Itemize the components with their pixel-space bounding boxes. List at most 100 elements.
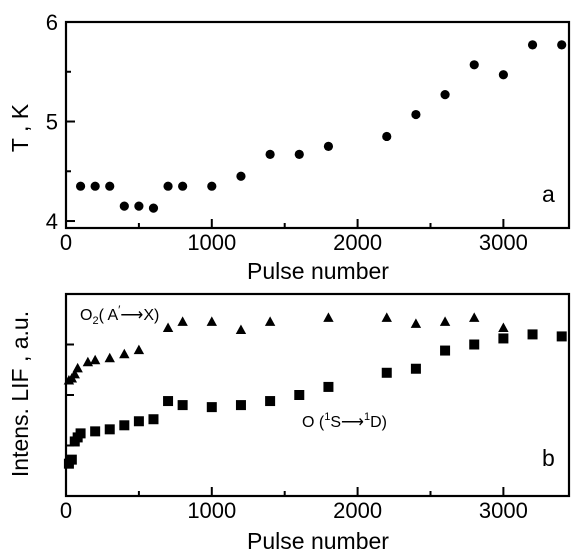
o-arrow: ⟶ (341, 414, 364, 431)
x-tick-label: 0 (60, 498, 72, 523)
data-point-o2 (410, 318, 422, 328)
o-state-d: D) (370, 414, 387, 431)
data-point-o (556, 331, 567, 342)
o2-subscript: 2 (92, 315, 98, 327)
data-point-temperature (265, 149, 275, 159)
o-sup-1: 1 (324, 411, 330, 423)
data-point-o (265, 396, 276, 407)
panel-a-temperature: 0 1000 2000 3000 4 5 6 Pulse number T , K a (7, 10, 571, 284)
panel-a-frame (64, 20, 571, 230)
y-tick-label: 5 (46, 110, 58, 135)
data-point-o2 (119, 348, 130, 359)
data-point-o (66, 454, 77, 465)
panel-b-frame (64, 292, 571, 498)
panel-a-points (75, 40, 567, 213)
panel-b-points (63, 312, 567, 469)
panel-b-lif-intensity: 0 1000 2000 3000 Pulse number Intens. LIF ,… (7, 292, 571, 554)
data-point-o2 (133, 344, 145, 355)
annotation-o2-transition: O2( A′⟶X) (80, 303, 159, 327)
data-point-temperature (498, 70, 508, 80)
data-point-o (498, 333, 509, 344)
data-point-o2 (323, 312, 334, 322)
panel-a-y-axis-label: T , K (7, 103, 33, 152)
data-point-temperature (163, 181, 173, 191)
o-state-s: S (330, 414, 341, 431)
data-point-o2 (235, 324, 247, 334)
data-point-o2 (69, 368, 80, 379)
data-point-temperature (469, 60, 479, 70)
panel-b-y-ticks (66, 343, 74, 447)
data-point-o2 (104, 352, 115, 363)
o-prefix: O ( (302, 414, 325, 431)
data-point-o (177, 400, 188, 411)
data-point-o (235, 400, 246, 411)
data-point-temperature (134, 201, 144, 211)
data-point-o2 (162, 322, 174, 332)
x-tick-label: 1000 (187, 498, 236, 523)
panel-b-x-axis-label: Pulse number (247, 528, 389, 554)
data-point-o2 (177, 316, 188, 326)
data-point-o2 (439, 316, 451, 326)
data-point-temperature (75, 181, 86, 191)
data-point-o (410, 363, 421, 374)
y-tick-label: 4 (46, 209, 58, 234)
data-point-o2 (381, 312, 392, 322)
panel-b-letter: b (542, 445, 555, 471)
data-point-temperature (148, 203, 159, 213)
data-point-temperature (440, 90, 450, 100)
data-point-temperature (105, 181, 115, 191)
o2-state-x: X) (143, 307, 159, 324)
data-point-temperature (207, 181, 217, 191)
data-point-o (381, 367, 392, 378)
data-point-o (323, 381, 334, 392)
data-point-o (75, 428, 86, 439)
data-point-o2 (498, 322, 509, 332)
annotation-o-transition: O (1S⟶1D) (302, 411, 387, 431)
data-point-o (163, 396, 174, 407)
x-tick-label: 3000 (479, 230, 528, 255)
x-tick-label: 2000 (333, 230, 382, 255)
data-point-temperature (178, 181, 188, 191)
data-point-o (133, 416, 144, 427)
panel-a-x-axis-label: Pulse number (247, 258, 389, 284)
data-point-o (294, 390, 305, 400)
data-point-o (119, 420, 130, 431)
data-point-o (440, 345, 451, 356)
y-tick-label: 6 (46, 10, 58, 35)
panel-b-x-ticks: 0 1000 2000 3000 (60, 487, 528, 523)
data-point-o (527, 329, 538, 340)
o2-arrow: ⟶ (120, 307, 143, 324)
panel-a-letter: a (542, 181, 555, 207)
panel-a-x-ticks: 0 1000 2000 3000 (60, 219, 528, 255)
x-tick-label: 1000 (187, 230, 236, 255)
data-point-temperature (527, 40, 538, 50)
data-point-temperature (411, 109, 421, 120)
data-point-temperature (236, 171, 246, 181)
data-point-temperature (382, 131, 392, 142)
o2-prime: ′ (118, 303, 121, 317)
panel-b-y-axis-label: Intens. LIF , a.u. (7, 311, 33, 477)
data-point-o (148, 414, 159, 425)
x-tick-label: 3000 (479, 498, 528, 523)
data-point-temperature (557, 40, 567, 50)
data-point-o2 (469, 312, 480, 322)
data-point-temperature (294, 149, 304, 159)
o2-state-a: ( A (99, 307, 119, 324)
o-sup-2: 1 (364, 411, 370, 423)
data-point-o (104, 424, 115, 435)
data-point-o2 (206, 316, 217, 326)
data-point-temperature (90, 181, 100, 191)
data-point-o2 (89, 354, 101, 365)
data-point-o (469, 339, 480, 350)
data-point-o (206, 402, 217, 413)
data-point-o (90, 426, 101, 437)
o2-prefix: O (80, 307, 92, 324)
data-point-temperature (119, 201, 129, 211)
x-tick-label: 0 (60, 230, 72, 255)
data-point-temperature (323, 141, 334, 151)
data-point-o2 (72, 362, 83, 373)
x-tick-label: 2000 (333, 498, 382, 523)
data-point-o2 (264, 316, 276, 326)
panel-a-y-ticks: 4 5 6 (46, 10, 75, 234)
